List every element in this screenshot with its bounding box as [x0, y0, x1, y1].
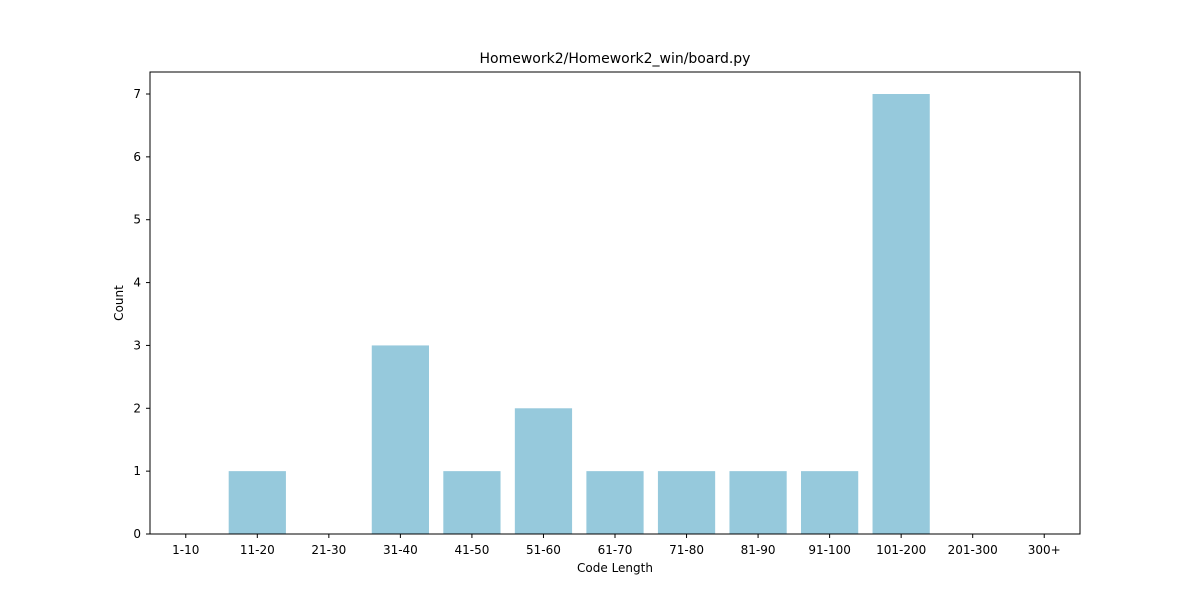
bar-51-60 [514, 408, 573, 534]
x-tick-label: 71-80 [669, 543, 704, 557]
chart-title: Homework2/Homework2_win/board.py [480, 51, 751, 67]
bar-81-90 [729, 471, 787, 534]
y-tick-label: 2 [133, 401, 141, 415]
y-tick-label: 6 [133, 150, 141, 164]
x-tick-label: 300+ [1028, 543, 1061, 557]
bar-91-100 [801, 471, 859, 534]
x-tick-label: 1-10 [172, 543, 199, 557]
bar-41-50 [443, 471, 501, 534]
x-tick-label: 81-90 [741, 543, 776, 557]
x-tick-label: 91-100 [808, 543, 851, 557]
bars-group [228, 94, 930, 534]
bar-11-20 [228, 471, 286, 534]
plot-frame [149, 71, 1081, 535]
y-tick-label: 5 [133, 213, 141, 227]
x-tick-label: 101-200 [876, 543, 926, 557]
bar-101-200 [872, 94, 930, 534]
x-axis: 1-10 11-20 21-30 31-40 41-50 51-60 61-70 71-80 8… [172, 534, 1061, 557]
y-tick-label: 0 [133, 527, 141, 541]
y-tick-label: 4 [133, 276, 141, 290]
bar-61-70 [586, 471, 644, 534]
x-tick-label: 21-30 [311, 543, 346, 557]
y-tick-label: 3 [133, 338, 141, 352]
y-axis-label: Count [112, 285, 126, 321]
bar-31-40 [371, 345, 429, 534]
y-axis: 0 1 2 3 4 5 6 7 [133, 87, 150, 541]
x-tick-label: 31-40 [383, 543, 418, 557]
x-tick-label: 61-70 [598, 543, 633, 557]
y-tick-label: 7 [133, 87, 141, 101]
x-tick-label: 201-300 [948, 543, 998, 557]
x-tick-label: 51-60 [526, 543, 561, 557]
x-axis-label: Code Length [577, 561, 653, 575]
y-tick-label: 1 [133, 464, 141, 478]
x-tick-label: 41-50 [454, 543, 489, 557]
bar-71-80 [657, 471, 716, 534]
x-tick-label: 11-20 [240, 543, 275, 557]
